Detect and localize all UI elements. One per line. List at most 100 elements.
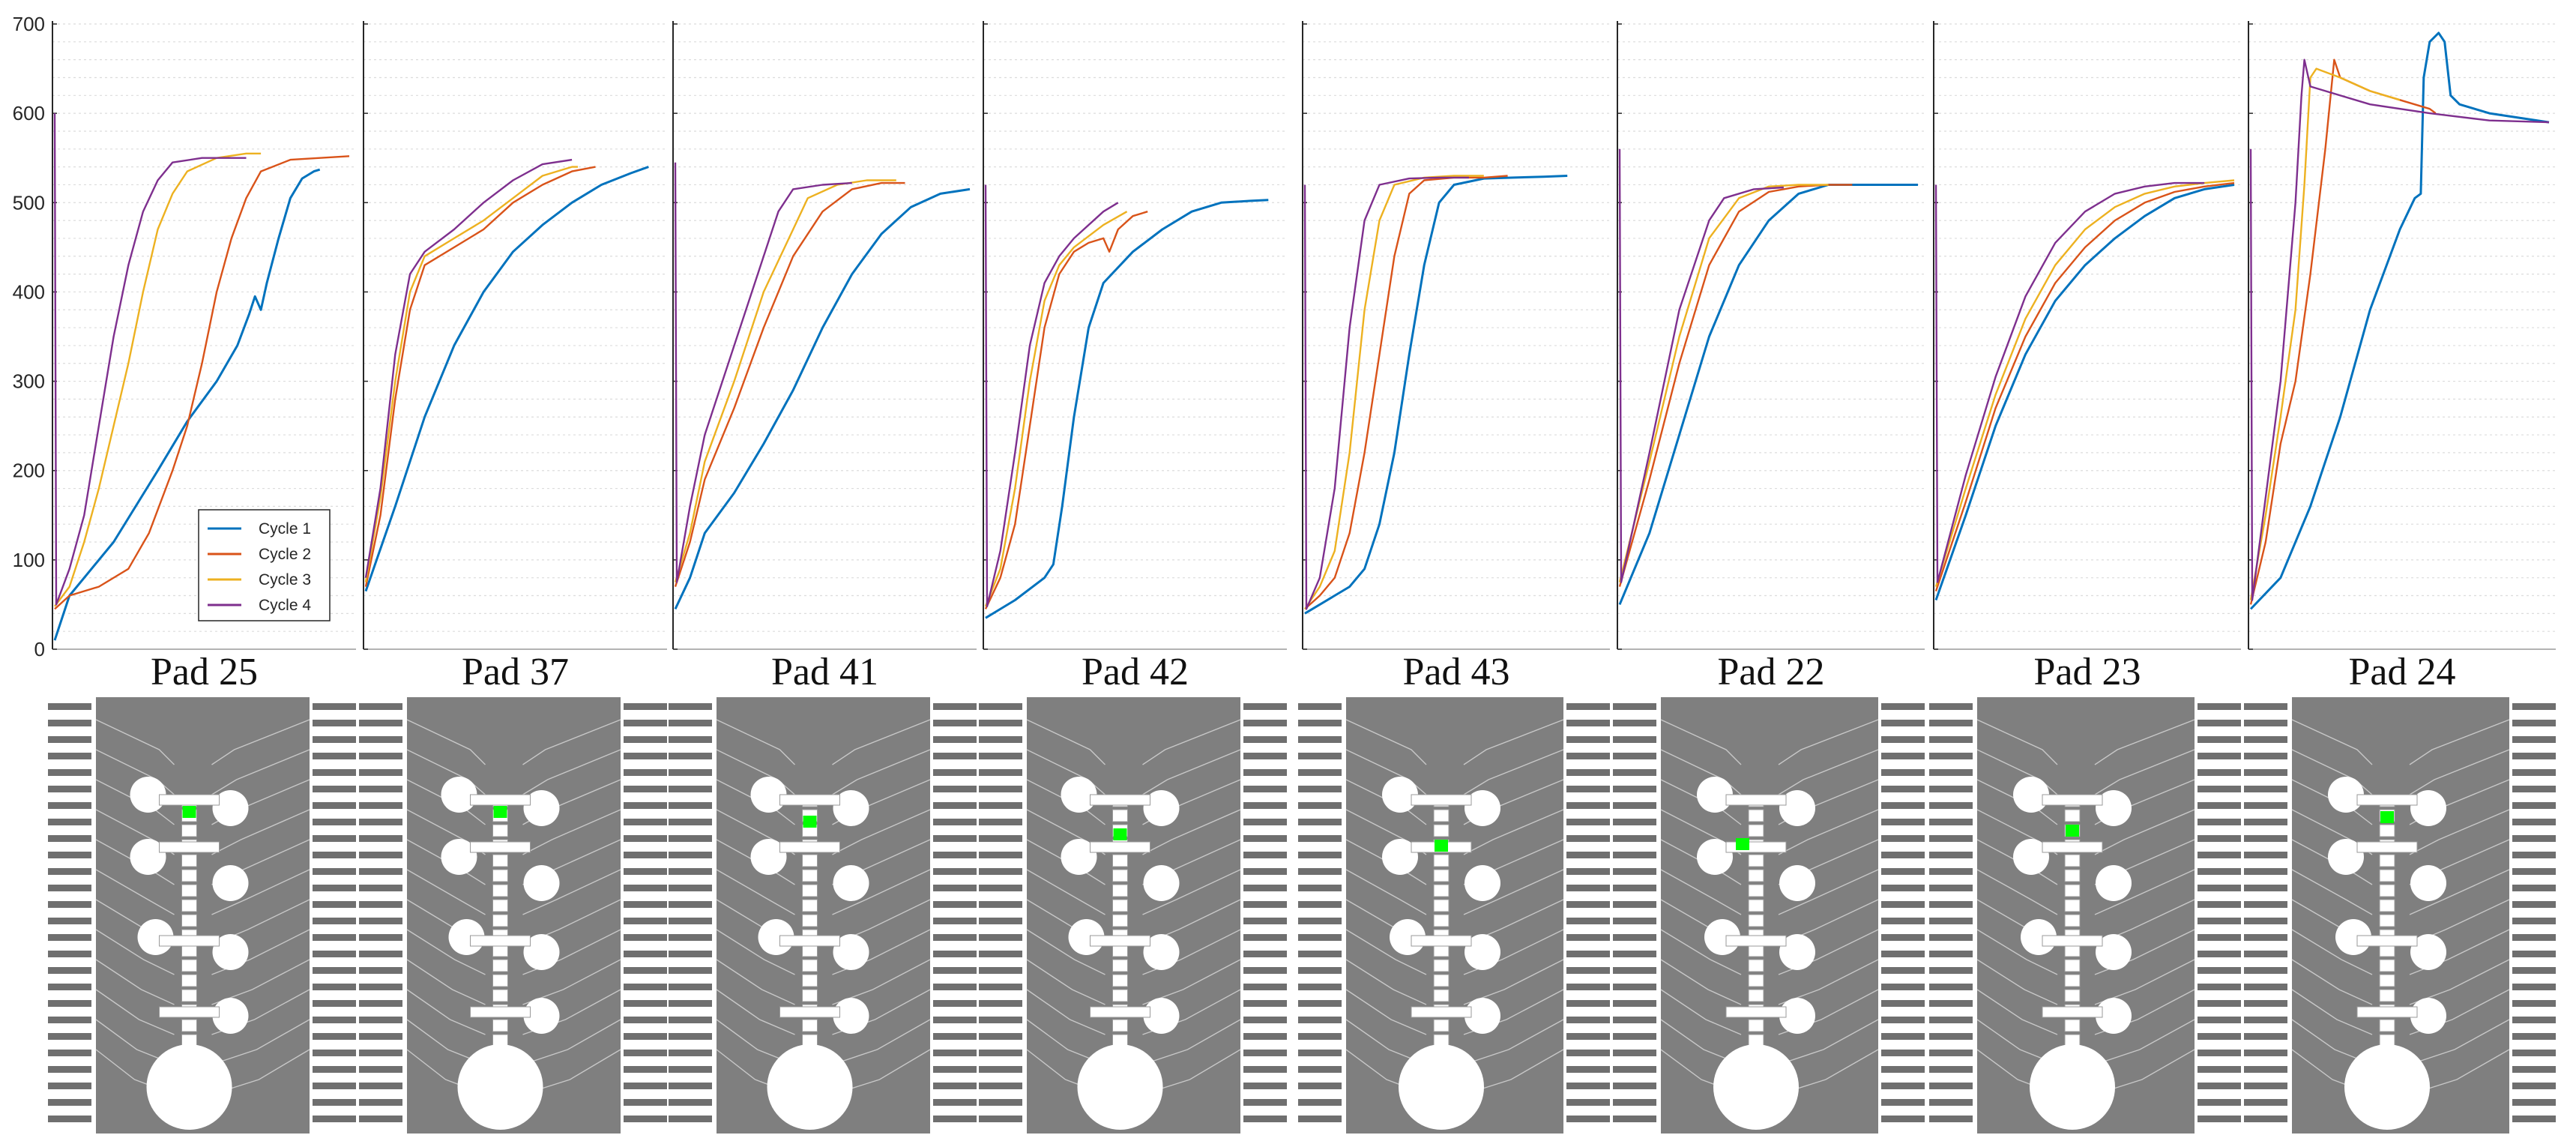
reservoir	[130, 839, 166, 875]
edge-pin	[1566, 1000, 1610, 1007]
edge-pin	[2198, 852, 2241, 858]
edge-pin	[624, 1116, 667, 1122]
edge-pin	[1243, 703, 1287, 710]
edge-pin	[1613, 835, 1656, 842]
edge-pin	[979, 885, 1022, 891]
electrode	[1748, 959, 1764, 972]
edge-pin	[1298, 1066, 1342, 1073]
edge-pin	[313, 786, 356, 792]
edge-pin	[48, 852, 91, 858]
edge-pin	[979, 802, 1022, 809]
edge-pin	[2244, 918, 2287, 924]
edge-pin	[1929, 901, 1973, 908]
edge-pin	[1243, 1050, 1287, 1056]
edge-pin	[1881, 1050, 1925, 1056]
edge-pin	[2198, 984, 2241, 990]
edge-pin	[2198, 1116, 2241, 1122]
trace	[1345, 869, 1427, 915]
edge-pin	[2244, 1099, 2287, 1106]
electrode	[1433, 1019, 1450, 1032]
trace	[406, 959, 486, 1005]
reservoir	[833, 865, 869, 901]
edge-pin	[669, 868, 712, 875]
electrode	[1433, 854, 1450, 867]
electrode	[2064, 1019, 2081, 1032]
edge-pin	[1881, 802, 1925, 809]
electrode	[181, 1019, 197, 1032]
edge-pin	[1929, 819, 1973, 825]
edge-pin	[1298, 852, 1342, 858]
edge-pin	[48, 918, 91, 924]
trace	[716, 959, 795, 1005]
edge-pin	[1243, 951, 1287, 957]
edge-pin	[979, 984, 1022, 990]
y-tick-label: 700	[13, 13, 45, 35]
edge-pin	[2244, 753, 2287, 759]
active-pad-highlight	[493, 806, 507, 818]
edge-pin	[1929, 1116, 1973, 1122]
trace	[1976, 929, 2058, 975]
edge-pin	[669, 967, 712, 974]
edge-pin	[1243, 868, 1287, 875]
panel-title: Pad 37	[462, 651, 569, 693]
edge-pin	[933, 1033, 977, 1040]
edge-pin	[1298, 1050, 1342, 1056]
edge-pin	[979, 852, 1022, 858]
edge-pin	[1566, 753, 1610, 759]
series-line-cycle-1	[1934, 184, 2235, 600]
electrode	[802, 869, 818, 882]
edge-pin	[1929, 786, 1973, 792]
trace	[716, 929, 795, 975]
electrode-branch	[159, 935, 220, 947]
edge-pin	[1243, 1017, 1287, 1023]
edge-pin	[2512, 1083, 2556, 1089]
legend: Cycle 1 Cycle 2 Cycle 3 Cycle 4	[198, 509, 331, 621]
edge-pin	[624, 1099, 667, 1106]
trace	[1026, 719, 1105, 765]
series-line-cycle-1	[53, 168, 321, 641]
legend-label: Cycle 4	[259, 597, 311, 614]
electrode	[802, 899, 818, 912]
electrode	[802, 959, 818, 972]
edge-pin	[1881, 819, 1925, 825]
edge-pin	[1243, 1033, 1287, 1040]
edge-pin	[979, 819, 1022, 825]
series-line-cycle-1	[2249, 31, 2550, 610]
edge-pin	[1566, 918, 1610, 924]
edge-pin	[2512, 1066, 2556, 1073]
series-line-cycle-3	[984, 211, 1128, 607]
edge-pin	[669, 769, 712, 776]
edge-pin	[2198, 753, 2241, 759]
trace	[522, 749, 621, 795]
series-line-cycle-4	[1618, 148, 1784, 583]
trace	[1142, 749, 1241, 795]
electrode	[1748, 989, 1764, 1002]
electrode	[492, 1019, 508, 1032]
trace	[2094, 719, 2195, 765]
edge-pin	[1881, 868, 1925, 875]
legend-label: Cycle 3	[259, 571, 311, 588]
trace	[1660, 719, 1742, 765]
electrode-branch	[2042, 1006, 2103, 1018]
edge-pin	[1881, 918, 1925, 924]
electrode-branch	[2356, 1006, 2418, 1018]
reservoir	[2410, 865, 2446, 901]
legend-label: Cycle 2	[259, 546, 311, 563]
trace	[832, 929, 931, 975]
reservoir	[1779, 865, 1815, 901]
trace	[2409, 749, 2510, 795]
edge-pin	[624, 918, 667, 924]
electrode-branch	[1411, 935, 1472, 947]
edge-pin	[313, 951, 356, 957]
edge-pin	[313, 885, 356, 891]
edge-pin	[933, 703, 977, 710]
electrode	[1433, 809, 1450, 822]
trace	[1345, 959, 1427, 1005]
trace	[211, 869, 310, 915]
edge-pin	[979, 1116, 1022, 1122]
electrode-branch	[2356, 794, 2418, 806]
reservoir	[1061, 839, 1097, 875]
series-line-cycle-4	[53, 113, 247, 606]
edge-pin	[2198, 918, 2241, 924]
electrode	[1433, 989, 1450, 1002]
